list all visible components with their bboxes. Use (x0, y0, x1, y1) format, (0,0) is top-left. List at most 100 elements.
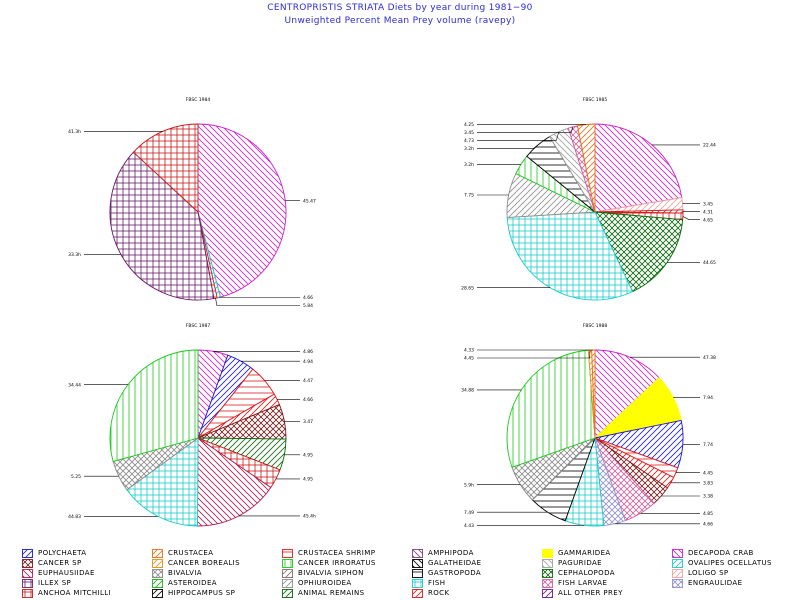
legend-item-fish: FISH (412, 578, 445, 588)
legend-label: CANCER BOREALIS (168, 559, 240, 567)
legend-swatch (152, 558, 163, 568)
legend-swatch (412, 558, 423, 568)
pie-slice-decapoda-crab (594, 123, 683, 213)
legend-item-crustacea: CRUSTACEA (152, 548, 213, 558)
value-label-cephalopoda: 44.65 (703, 260, 716, 266)
value-label-fish: 44.83 (68, 514, 81, 520)
legend-label: CANCER SP (38, 559, 82, 567)
value-label-rock: 3.83 (703, 480, 713, 486)
legend-label: GAMMARIDEA (558, 549, 611, 557)
value-label-fish: 4.43 (464, 523, 474, 529)
legend-swatch (672, 548, 683, 558)
value-label-cancer-sp: 3.38 (703, 494, 713, 500)
value-label-illex-sp: 33.3h (68, 252, 81, 258)
legend-label: POLYCHAETA (38, 549, 87, 557)
pie-slice-cancer-irroratus (109, 349, 199, 463)
pie-title: FBSC 1985 (583, 97, 608, 103)
pie-slice-illex-sp (109, 151, 215, 301)
legend-label: FISH LARVAE (558, 579, 608, 587)
legend-swatch (672, 578, 683, 588)
legend-item-all-other-prey: ALL OTHER PREY (542, 588, 623, 598)
value-label-decapoda-crab: 22.44 (703, 143, 716, 149)
legend-swatch (282, 558, 293, 568)
value-label-anchoa-mitchilli: 4.65 (703, 217, 713, 223)
legend-swatch (152, 548, 163, 558)
legend-swatch (152, 588, 163, 598)
value-label-gastropoda: 7.49 (464, 510, 474, 516)
legend-item-bivalvia-siphon: BIVALVIA SIPHON (282, 568, 364, 578)
legend-label: FISH (428, 579, 446, 587)
legend-swatch (152, 578, 163, 588)
leader-line (682, 216, 700, 220)
legend-label: CEPHALOPODA (558, 569, 615, 577)
leader-line (477, 126, 574, 133)
value-label-gastropoda: 3.2h (464, 146, 474, 152)
legend-swatch (282, 548, 293, 558)
value-label-cancer-irroratus: 3.2h (464, 162, 474, 168)
legend-label: CANCER IRRORATUS (298, 559, 376, 567)
legend-item-hippocampus-sp: HIPPOCAMPUS SP (152, 588, 235, 598)
value-label-rock: 4.31 (703, 209, 713, 215)
legend-item-cephalopoda: CEPHALOPODA (542, 568, 615, 578)
legend-item-polychaeta: POLYCHAETA (22, 548, 86, 558)
value-label-gammaridea: 7.94 (703, 395, 713, 401)
value-label-crustacea-shrimp: 4.47 (303, 378, 313, 384)
leader-line (215, 298, 300, 306)
pie-slice-fish (506, 211, 634, 301)
legend-label: PAGURIDAE (558, 559, 602, 567)
legend-swatch (412, 578, 423, 588)
legend-swatch (542, 568, 553, 578)
leader-line (477, 145, 538, 149)
legend-swatch (22, 588, 33, 598)
value-label-cancer-irroratus: 34.88 (461, 388, 474, 394)
value-label-cancer-irroratus: 34.44 (68, 382, 81, 388)
legend-label: LOLIGO SP (688, 569, 729, 577)
legend-label: BIVALVIA (168, 569, 202, 577)
value-label-crustacea: 4.25 (464, 122, 474, 128)
legend-swatch (412, 568, 423, 578)
value-label-paguridae: 4.73 (464, 138, 474, 144)
legend-label: ALL OTHER PREY (558, 589, 623, 597)
pie-fbsc-1988: FBSC 1988 47.38 7.94 7.74 4.45 3.83 3.38 4.85 4.… (461, 323, 716, 529)
leader-line (477, 131, 560, 141)
pie-fbsc-1984: FBSC 1984 45.47 4.66 5.84 41.3h 33.3h (68, 97, 316, 309)
legend-label: BIVALVIA SIPHON (298, 569, 364, 577)
legend-swatch (672, 568, 683, 578)
pie-slice-cephalopoda (594, 211, 684, 293)
legend-swatch (282, 568, 293, 578)
legend-label: EUPHAUSIIDAE (38, 569, 95, 577)
legend-label: ANIMAL REMAINS (298, 589, 365, 597)
value-label-loligo-sp: 3.45 (703, 201, 713, 207)
legend-label: AMPHIPODA (428, 549, 474, 557)
pie-slice-fish (126, 437, 199, 527)
chart-subtitle: Unweighted Percent Mean Prey volume (rav… (284, 16, 516, 26)
legend-swatch (22, 578, 33, 588)
value-label-bivalvia: 5.9h (464, 482, 474, 488)
legend-swatch (672, 558, 683, 568)
legend-item-galatheidae: GALATHEIDAE (412, 558, 481, 568)
legend-item-rock: ROCK (412, 588, 449, 598)
value-label-crustacea: 4.33 (464, 348, 474, 354)
legend-swatch (282, 578, 293, 588)
chart-title-block: CENTROPRISTIS STRIATA Diets by year duri… (0, 2, 800, 28)
legend-item-crustacea-shrimp: CRUSTACEA SHRIMP (282, 548, 375, 558)
legend-item-anchoa-mitchilli: ANCHOA MITCHILLI (22, 588, 111, 598)
legend-label: ENGRAULIDAE (688, 579, 743, 587)
pie-title: FBSC 1984 (186, 97, 211, 103)
legend-label: ROCK (428, 589, 450, 597)
value-label-rock: 4.66 (303, 397, 313, 403)
legend-item-euphausiidae: EUPHAUSIIDAE (22, 568, 95, 578)
value-label-polychaeta: 7.74 (703, 442, 713, 448)
legend-swatch (542, 548, 553, 558)
pie-slice-decapoda-crab (197, 123, 287, 298)
legend-item-loligo-sp: LOLIGO SP (672, 568, 729, 578)
legend-item-gastropoda: GASTROPODA (412, 568, 481, 578)
legend-swatch (282, 588, 293, 598)
legend-label: ILLEX SP (38, 579, 72, 587)
legend-item-engraulidae: ENGRAULIDAE (672, 578, 742, 588)
value-label-cancer-sp: 3.47 (303, 419, 313, 425)
value-label-crustacea-shrimp: 5.84 (303, 303, 313, 309)
legend-item-cancer-borealis: CANCER BOREALIS (152, 558, 240, 568)
legend-swatch (412, 588, 423, 598)
legend-swatch (22, 568, 33, 578)
